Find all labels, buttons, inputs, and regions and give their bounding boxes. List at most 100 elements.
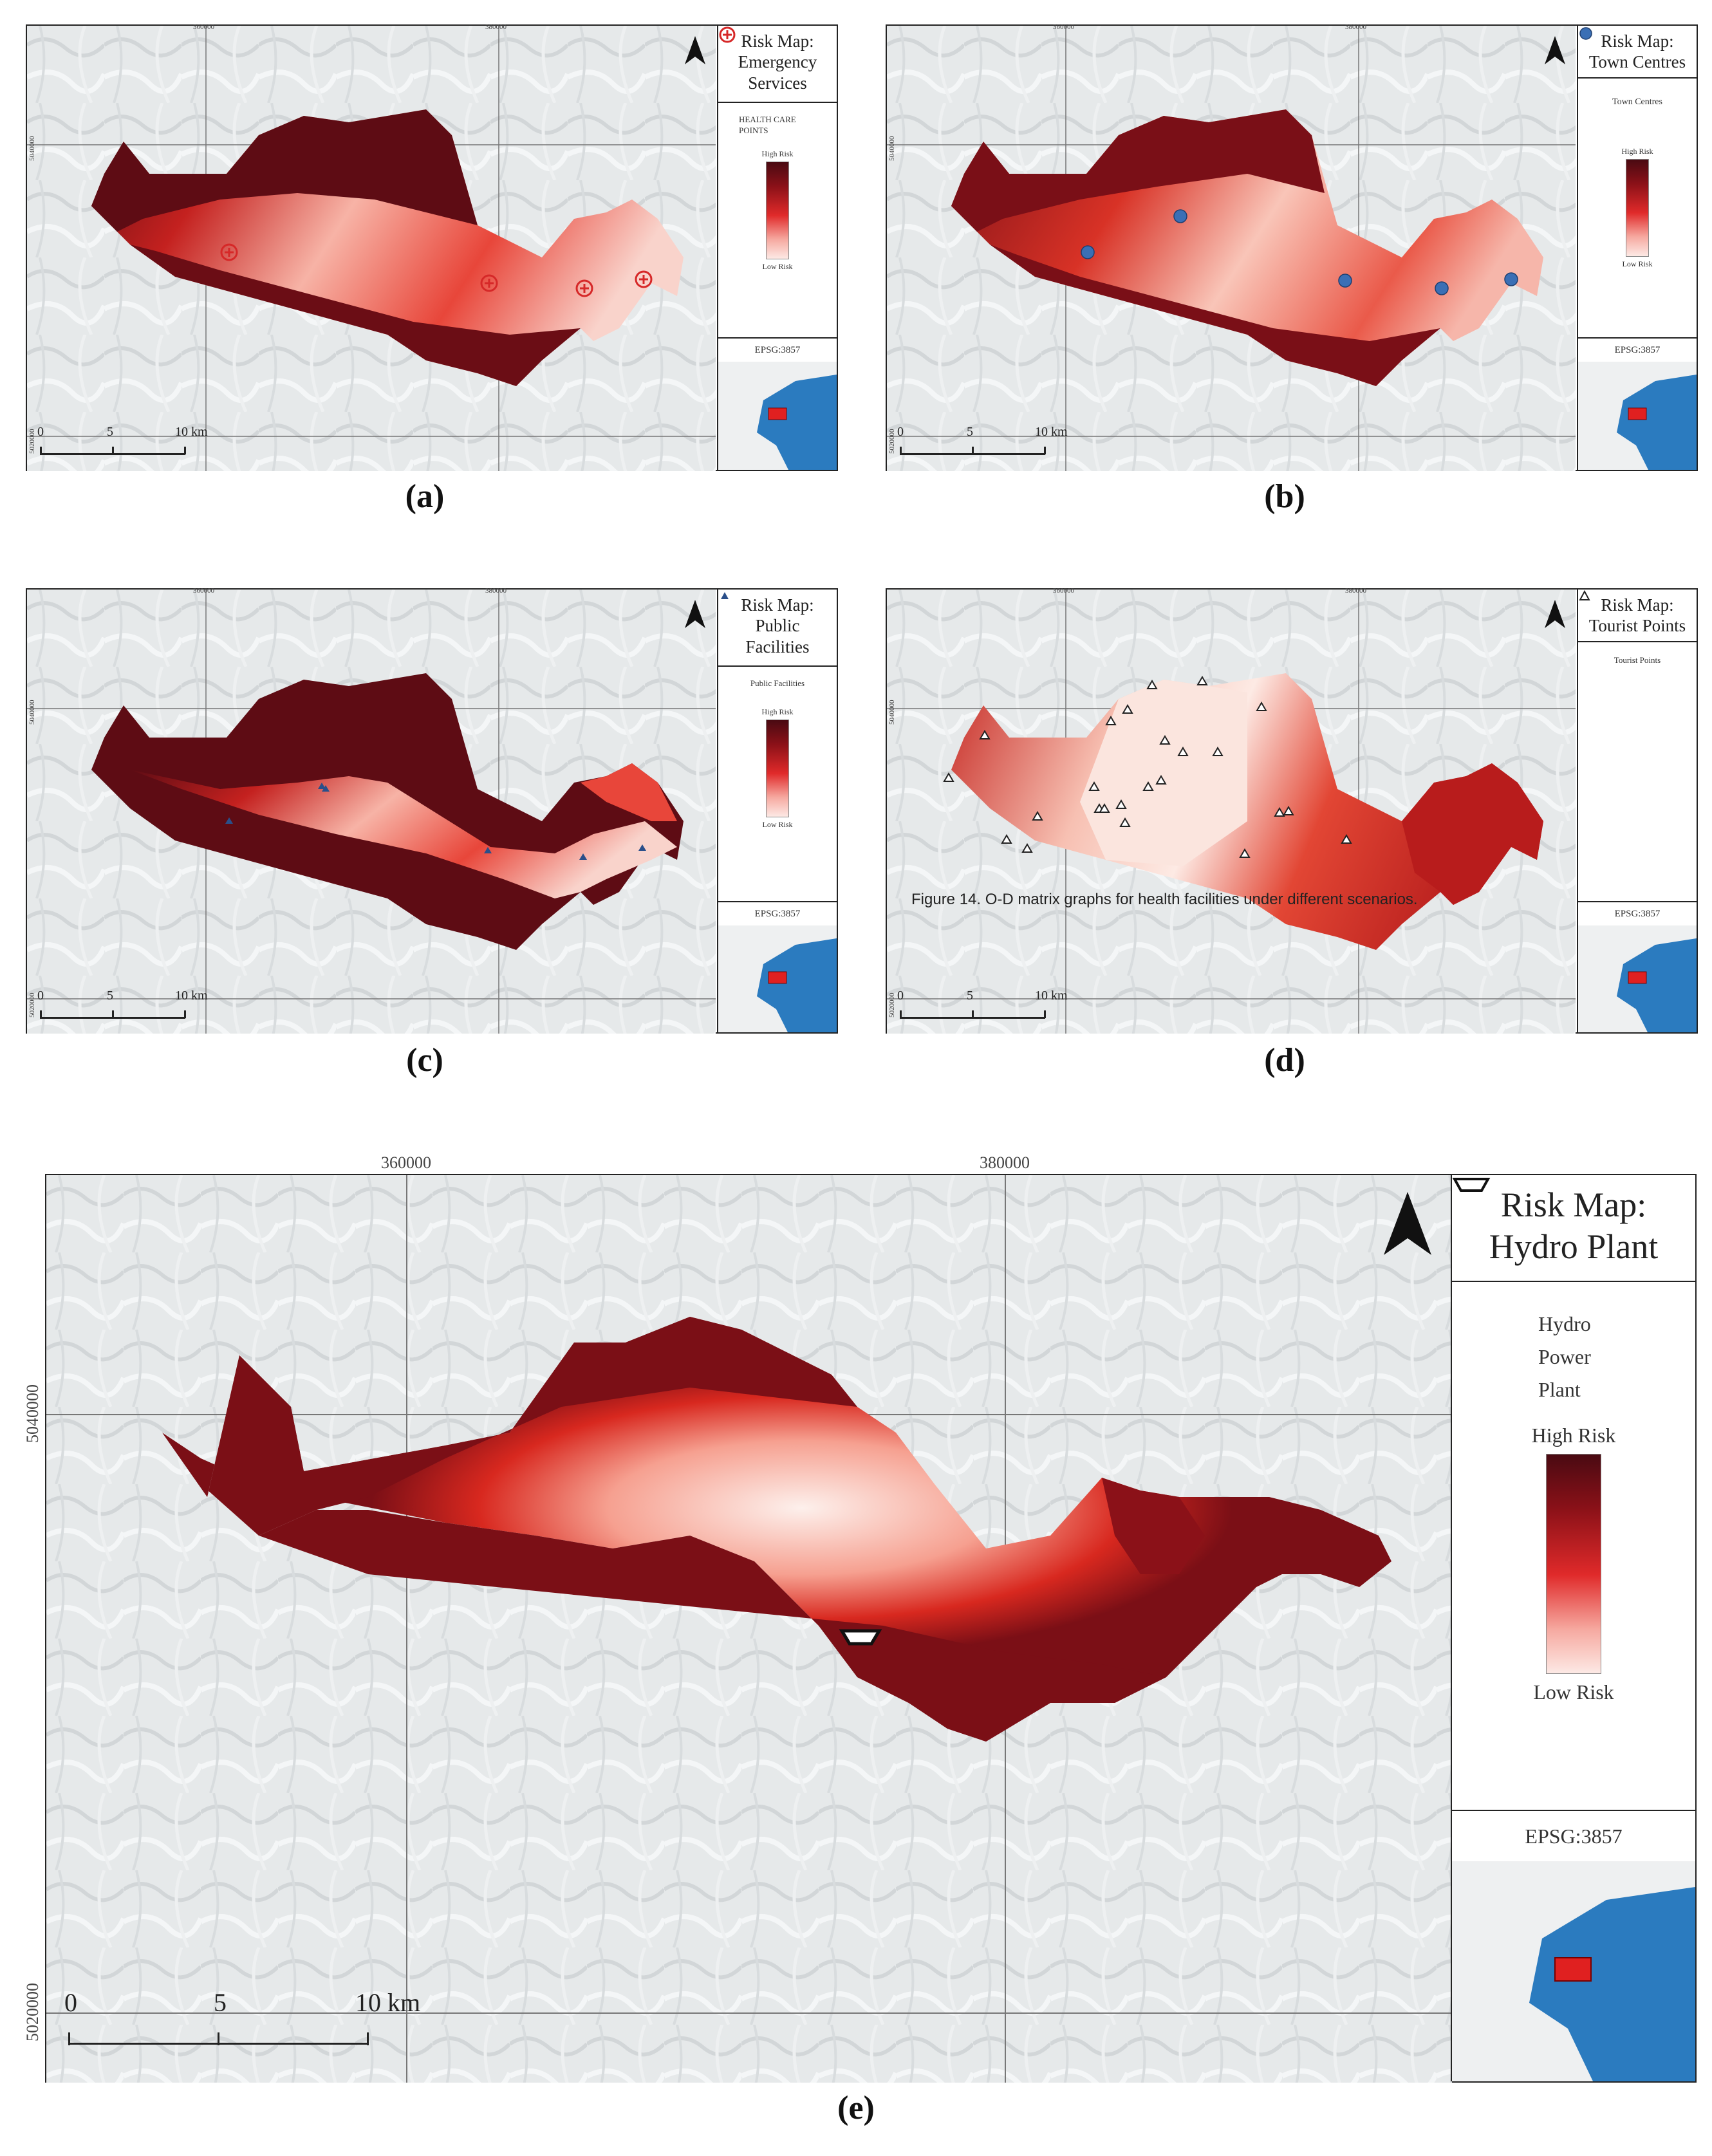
tourist-point-marker xyxy=(1105,716,1117,725)
town-centre-marker xyxy=(1081,245,1095,259)
epsg-label: EPSG:3857 xyxy=(718,901,837,928)
legend-d: Risk Map: Tourist Points Tourist Points … xyxy=(1577,590,1697,1032)
tourist-point-marker xyxy=(943,772,954,782)
tourist-point-marker xyxy=(1155,775,1167,785)
x-coord-label: 360000 xyxy=(193,587,214,595)
scale-label-10: 10 km xyxy=(1035,989,1068,1003)
town-centre-marker xyxy=(1173,209,1187,223)
figure-note: Figure 14. O-D matrix graphs for health … xyxy=(911,891,1418,908)
public-facility-marker xyxy=(579,853,587,860)
risk-ramp: High Risk Low Risk xyxy=(718,149,837,272)
locator-inset-map xyxy=(1578,362,1697,470)
locator-inset-map xyxy=(1452,1861,1695,2081)
town-centre-marker xyxy=(1435,281,1449,295)
x-coord-label: 360000 xyxy=(381,1153,431,1172)
x-coord-label: 360000 xyxy=(193,23,214,31)
tourist-point-marker xyxy=(1146,680,1158,689)
trapezoid-icon xyxy=(1452,1178,1491,1192)
dot-icon xyxy=(1579,27,1592,40)
risk-ramp: High Risk Low Risk xyxy=(718,707,837,830)
tourist-point-marker xyxy=(1021,843,1033,853)
legend-title: Risk Map: Emergency Services xyxy=(718,26,837,103)
scale-label-10: 10 km xyxy=(175,425,208,439)
x-coord-label: 360000 xyxy=(1053,23,1074,31)
scale-bar: 0 5 10 km xyxy=(35,425,208,457)
locator-inset-map xyxy=(718,925,837,1032)
health-point-marker xyxy=(220,243,238,261)
map-canvas-b xyxy=(887,26,1576,471)
legend-layer-label: Town Centres xyxy=(1612,97,1662,107)
legend-layer-item: Hydro Power Plant xyxy=(1452,1178,1695,1407)
x-coord-label: 380000 xyxy=(1345,587,1366,595)
public-facility-marker xyxy=(225,817,233,824)
legend-layer-item: Town Centres xyxy=(1578,27,1697,108)
scale-label-5: 5 xyxy=(967,425,973,439)
map-canvas-a xyxy=(27,26,716,471)
legend-layer-label: Public Facilities xyxy=(750,678,805,688)
low-risk-label: Low Risk xyxy=(1533,1680,1614,1704)
tourist-point-marker xyxy=(1274,807,1285,817)
legend-layer-item: Tourist Points xyxy=(1578,590,1697,666)
map-canvas-d xyxy=(887,590,1576,1034)
legend-a: Risk Map: Emergency Services HEALTH CARE… xyxy=(717,26,837,470)
legend-layer-label: Hydro Power Plant xyxy=(1538,1312,1591,1402)
tourist-point-marker xyxy=(1099,803,1110,813)
town-centre-marker xyxy=(1338,274,1352,288)
scale-bar: 0 5 10 km xyxy=(895,425,1068,457)
cross-circle-icon xyxy=(719,26,736,43)
tourist-point-marker xyxy=(1341,834,1352,844)
legend-title: Risk Map: Public Facilities xyxy=(718,590,837,667)
high-risk-label: High Risk xyxy=(1621,147,1653,156)
tourist-point-marker xyxy=(1159,735,1171,745)
legend-layer-label: Tourist Points xyxy=(1614,655,1661,665)
legend-title: Risk Map: Tourist Points xyxy=(1578,590,1697,642)
scale-label-10: 10 km xyxy=(355,1988,421,2017)
town-centre-marker xyxy=(1504,272,1518,286)
health-care-points xyxy=(220,243,653,297)
hydro-plant-marker xyxy=(839,1629,882,1646)
locator-inset-map xyxy=(1578,925,1697,1032)
x-coord-label: 380000 xyxy=(485,587,507,595)
health-point-marker xyxy=(635,270,653,288)
map-panel-a: 360000 380000 5040000 5020000 0 5 10 km … xyxy=(26,23,838,471)
legend-title: Risk Map: Hydro Plant xyxy=(1452,1175,1695,1282)
risk-ramp: High Risk Low Risk xyxy=(1578,147,1697,269)
tourist-point-marker xyxy=(1177,747,1189,756)
public-facility-marker xyxy=(484,847,492,853)
epsg-label: EPSG:3857 xyxy=(1578,901,1697,928)
tourist-point-marker xyxy=(1001,834,1012,844)
scale-label-0: 0 xyxy=(897,425,904,439)
scale-label-10: 10 km xyxy=(1035,425,1068,439)
y-coord-label: 5040000 xyxy=(888,700,896,725)
y-coord-label: 5040000 xyxy=(23,1384,42,1443)
caption-d: (d) xyxy=(1264,1042,1305,1079)
scale-label-10: 10 km xyxy=(175,989,208,1003)
scale-label-5: 5 xyxy=(107,989,113,1003)
scale-label-0: 0 xyxy=(64,1988,77,2017)
y-coord-label: 5040000 xyxy=(28,700,36,725)
tourist-point-marker xyxy=(1115,799,1127,809)
tourist-point-marker xyxy=(1142,781,1154,791)
map-panel-b: 360000 380000 5040000 5020000 0 5 10 km … xyxy=(886,23,1698,471)
y-coord-label: 5040000 xyxy=(888,136,896,162)
epsg-label: EPSG:3857 xyxy=(1578,337,1697,364)
map-panel-c: 360000 380000 5040000 5020000 0 5 10 km … xyxy=(26,587,838,1034)
map-canvas-e xyxy=(46,1175,1452,2083)
tourist-point-marker xyxy=(1212,747,1224,756)
tourist-point-marker xyxy=(1283,806,1294,815)
legend-b: Risk Map: Town Centres Town Centres High… xyxy=(1577,26,1697,470)
tourist-points xyxy=(943,676,1352,858)
legend-layer-item: Public Facilities xyxy=(718,592,837,689)
triangle-icon xyxy=(721,592,729,599)
epsg-label: EPSG:3857 xyxy=(718,337,837,364)
locator-inset-map xyxy=(718,362,837,470)
legend-e: Risk Map: Hydro Plant Hydro Power Plant … xyxy=(1451,1175,1695,2081)
x-coord-label: 380000 xyxy=(980,1153,1030,1172)
x-coord-label: 360000 xyxy=(1053,587,1074,595)
caption-a: (a) xyxy=(405,478,445,515)
tourist-point-marker xyxy=(1256,702,1267,711)
y-coord-label: 5040000 xyxy=(28,136,36,162)
tourist-point-marker xyxy=(979,730,991,739)
public-facilities xyxy=(225,783,646,860)
public-facility-marker xyxy=(638,844,646,851)
